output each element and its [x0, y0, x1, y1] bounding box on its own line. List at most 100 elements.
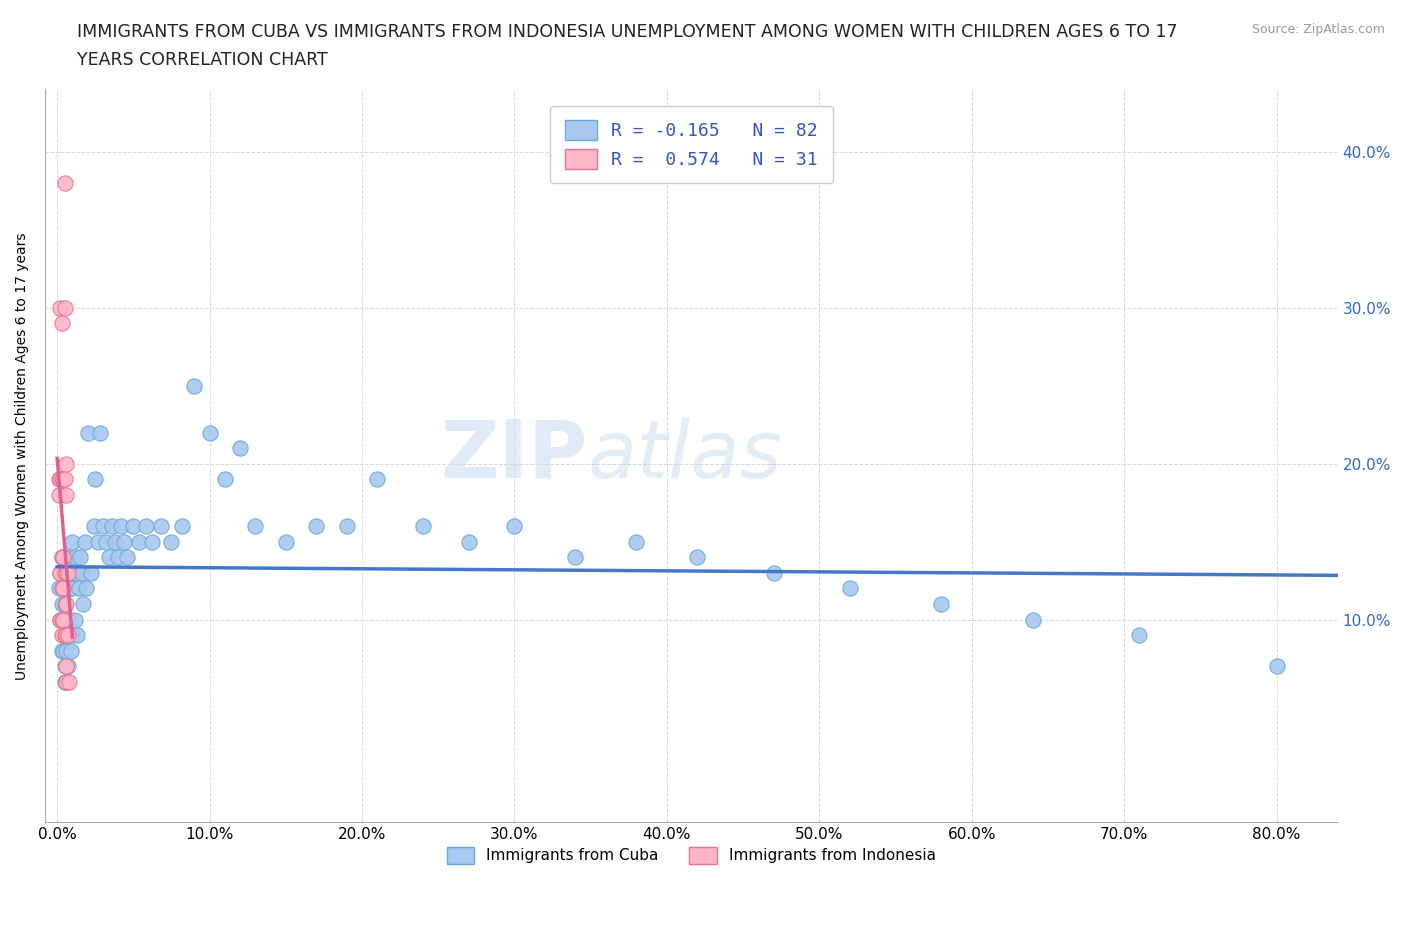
Point [66, 565, 89, 580]
Point [160, 534, 183, 549]
Point [56, 628, 79, 643]
Point [58, 550, 80, 565]
Point [51, 472, 73, 486]
Point [55, 612, 77, 627]
Point [149, 519, 172, 534]
Point [53, 300, 76, 315]
Point [70, 565, 93, 580]
Point [66, 628, 89, 643]
Point [172, 519, 194, 534]
Y-axis label: Unemployment Among Women with Children Ages 6 to 17 years: Unemployment Among Women with Children A… [15, 232, 30, 680]
Point [564, 550, 586, 565]
Point [626, 534, 648, 549]
Point [229, 441, 252, 456]
Point [214, 472, 236, 486]
Point [52, 581, 75, 596]
Point [65, 550, 87, 565]
Point [65, 612, 87, 627]
Point [52, 612, 75, 627]
Point [58, 612, 80, 627]
Point [49, 565, 72, 580]
Point [51, 550, 73, 565]
Point [51, 644, 73, 658]
Point [52, 612, 75, 627]
Point [49, 472, 72, 486]
Point [48, 581, 70, 596]
Point [49, 565, 72, 580]
Point [49, 612, 72, 627]
Point [72, 597, 94, 612]
Point [503, 519, 526, 534]
Point [198, 425, 221, 440]
Point [245, 519, 267, 534]
Point [89, 425, 111, 440]
Point [62, 628, 84, 643]
Point [336, 519, 359, 534]
Point [929, 597, 952, 612]
Point [52, 581, 75, 596]
Point [51, 612, 73, 627]
Point [67, 581, 90, 596]
Point [51, 316, 73, 331]
Point [55, 674, 77, 689]
Point [101, 519, 124, 534]
Legend: Immigrants from Cuba, Immigrants from Indonesia: Immigrants from Cuba, Immigrants from In… [440, 841, 942, 870]
Point [56, 581, 79, 596]
Point [55, 565, 77, 580]
Point [98, 550, 121, 565]
Point [122, 519, 145, 534]
Point [91, 519, 114, 534]
Point [1265, 659, 1288, 674]
Point [55, 659, 77, 674]
Point [55, 628, 77, 643]
Point [52, 472, 75, 486]
Point [49, 612, 72, 627]
Text: IMMIGRANTS FROM CUBA VS IMMIGRANTS FROM INDONESIA UNEMPLOYMENT AMONG WOMEN WITH : IMMIGRANTS FROM CUBA VS IMMIGRANTS FROM … [77, 23, 1178, 41]
Point [686, 550, 709, 565]
Point [104, 534, 127, 549]
Point [62, 534, 84, 549]
Point [305, 519, 328, 534]
Point [55, 674, 77, 689]
Point [55, 565, 77, 580]
Point [69, 550, 91, 565]
Point [56, 659, 79, 674]
Point [52, 550, 75, 565]
Point [141, 534, 163, 549]
Point [75, 581, 97, 596]
Point [87, 534, 110, 549]
Point [56, 565, 79, 580]
Point [53, 597, 76, 612]
Point [56, 628, 79, 643]
Point [53, 674, 76, 689]
Point [53, 628, 76, 643]
Point [128, 534, 150, 549]
Point [51, 550, 73, 565]
Point [53, 176, 76, 191]
Point [73, 534, 96, 549]
Point [51, 597, 73, 612]
Point [412, 519, 434, 534]
Point [183, 379, 205, 393]
Point [48, 472, 70, 486]
Point [135, 519, 157, 534]
Point [55, 597, 77, 612]
Point [80, 565, 103, 580]
Point [112, 534, 135, 549]
Point [762, 565, 785, 580]
Point [48, 487, 70, 502]
Point [76, 425, 98, 440]
Point [52, 628, 75, 643]
Point [457, 534, 479, 549]
Point [52, 644, 75, 658]
Point [1022, 612, 1045, 627]
Point [59, 644, 82, 658]
Point [838, 581, 860, 596]
Text: atlas: atlas [588, 417, 783, 495]
Point [53, 472, 76, 486]
Point [274, 534, 297, 549]
Point [53, 659, 76, 674]
Point [51, 581, 73, 596]
Point [51, 628, 73, 643]
Point [117, 550, 139, 565]
